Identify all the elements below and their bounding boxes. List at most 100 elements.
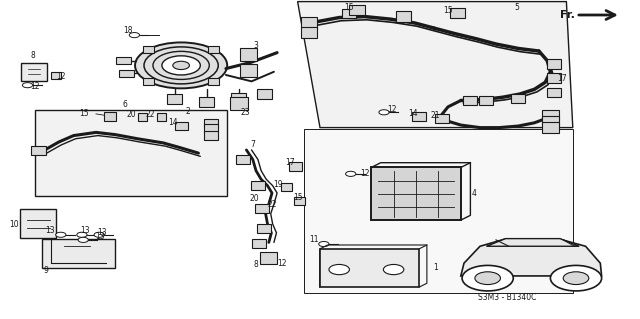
Text: 17: 17: [285, 158, 295, 167]
Text: 2: 2: [185, 107, 190, 116]
Bar: [42, 239, 115, 268]
Bar: [294, 197, 305, 205]
Bar: [371, 167, 461, 220]
Bar: [119, 70, 134, 77]
Text: 23: 23: [240, 108, 250, 117]
Circle shape: [78, 237, 88, 242]
Text: S3M3 - B1340C: S3M3 - B1340C: [477, 293, 536, 302]
FancyBboxPatch shape: [304, 129, 573, 293]
Bar: [104, 112, 116, 121]
Bar: [240, 48, 257, 61]
Bar: [20, 209, 56, 238]
Text: 19: 19: [273, 180, 284, 189]
Circle shape: [379, 110, 389, 115]
Bar: [257, 224, 271, 233]
Text: 13: 13: [45, 226, 55, 235]
Text: 5: 5: [515, 3, 520, 11]
Bar: [143, 78, 154, 85]
Bar: [208, 46, 220, 53]
Bar: [251, 181, 265, 190]
Bar: [116, 57, 131, 64]
Text: 12: 12: [277, 259, 286, 268]
Circle shape: [383, 264, 404, 275]
Circle shape: [173, 61, 189, 70]
Circle shape: [563, 272, 589, 285]
Bar: [31, 146, 46, 155]
Bar: [547, 88, 561, 97]
Text: 7: 7: [250, 140, 255, 149]
Bar: [204, 131, 218, 140]
Bar: [204, 124, 218, 132]
Text: 12: 12: [387, 105, 396, 114]
Bar: [281, 183, 292, 191]
Text: 20: 20: [126, 110, 136, 119]
Bar: [396, 11, 411, 22]
Bar: [240, 64, 257, 77]
Bar: [547, 59, 561, 69]
Circle shape: [162, 56, 200, 75]
Bar: [138, 113, 147, 121]
Bar: [511, 94, 525, 103]
Text: 8: 8: [253, 260, 259, 269]
Text: 22: 22: [268, 200, 276, 209]
Text: 10: 10: [9, 220, 19, 229]
Text: 20: 20: [250, 194, 260, 203]
Text: Fr.: Fr.: [560, 10, 575, 20]
Text: 15: 15: [344, 3, 354, 11]
Text: 14: 14: [408, 109, 418, 118]
Circle shape: [56, 232, 66, 237]
Bar: [208, 78, 220, 85]
Bar: [157, 113, 166, 121]
Bar: [301, 27, 317, 38]
Bar: [412, 112, 426, 121]
Bar: [230, 97, 248, 110]
Text: 6: 6: [122, 100, 127, 109]
Circle shape: [22, 83, 33, 88]
Bar: [231, 93, 246, 102]
Bar: [289, 162, 302, 171]
Bar: [143, 46, 154, 53]
Circle shape: [329, 264, 349, 275]
Bar: [175, 122, 188, 130]
Bar: [542, 110, 559, 120]
Circle shape: [77, 232, 87, 237]
Text: 9: 9: [44, 266, 49, 275]
Text: 22: 22: [146, 110, 155, 119]
Bar: [35, 110, 227, 196]
Bar: [450, 8, 465, 18]
Circle shape: [319, 241, 329, 247]
Bar: [435, 114, 449, 123]
Circle shape: [346, 171, 356, 176]
Text: 15: 15: [443, 6, 453, 15]
Bar: [257, 89, 272, 99]
Text: 1: 1: [433, 263, 438, 272]
Text: 11: 11: [309, 235, 318, 244]
Circle shape: [135, 42, 227, 88]
Circle shape: [462, 265, 513, 291]
Bar: [167, 94, 182, 104]
Text: 13: 13: [80, 226, 90, 235]
Text: 15: 15: [79, 109, 90, 118]
Text: 18: 18: [124, 26, 132, 35]
Bar: [463, 96, 477, 105]
Bar: [236, 155, 250, 164]
Text: 12: 12: [360, 169, 369, 178]
Bar: [255, 204, 269, 213]
Text: 21: 21: [431, 111, 440, 120]
Text: 3: 3: [253, 41, 259, 50]
Bar: [349, 5, 365, 15]
Bar: [547, 73, 561, 83]
Text: 17: 17: [557, 74, 567, 83]
Circle shape: [475, 272, 500, 285]
Circle shape: [153, 51, 209, 79]
Text: 12: 12: [31, 82, 40, 91]
Bar: [320, 249, 419, 287]
Bar: [252, 239, 266, 248]
Polygon shape: [461, 239, 602, 276]
Circle shape: [144, 47, 218, 84]
Bar: [479, 96, 493, 105]
Bar: [199, 97, 214, 107]
Polygon shape: [486, 239, 579, 246]
Bar: [542, 116, 559, 126]
Bar: [21, 63, 47, 80]
